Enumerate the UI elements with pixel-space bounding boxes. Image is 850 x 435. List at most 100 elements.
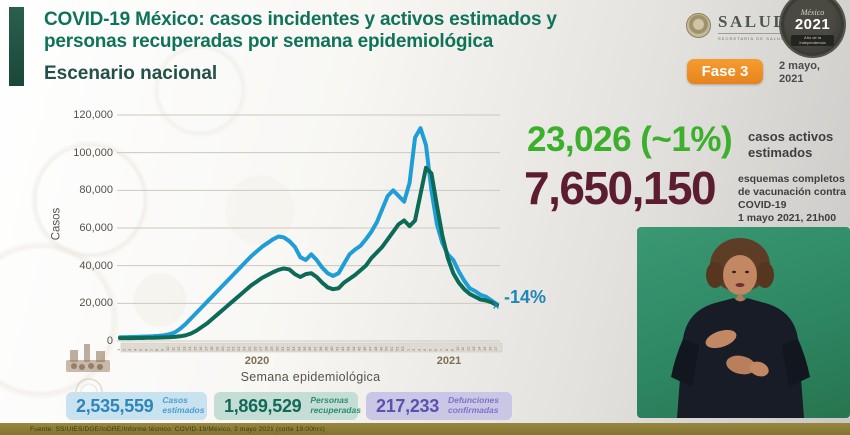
- week-tick-label: 14: [477, 346, 482, 351]
- week-tick-label: 49: [378, 346, 383, 351]
- week-tick-label: 3: [127, 348, 132, 351]
- week-tick-label: 22: [231, 346, 236, 351]
- y-tick-label: 60,000: [79, 222, 113, 234]
- week-tick-label: 26: [253, 346, 258, 351]
- week-tick-label: 14: [187, 346, 192, 351]
- salud-secretaria-caption: SECRETARÍA DE SALUD: [718, 33, 789, 41]
- active-cases-label: casos activos estimados: [748, 129, 834, 160]
- week-tick-label: 15: [482, 346, 487, 351]
- y-tick-label: 0: [106, 335, 113, 347]
- week-tick-label: 6: [143, 348, 148, 351]
- week-tick-label: 38: [318, 346, 323, 351]
- week-tick-label: 35: [302, 346, 307, 351]
- defunciones-value: 217,233: [376, 395, 439, 416]
- week-tick-label: 33: [291, 346, 296, 351]
- week-tick-label: 5: [427, 348, 432, 351]
- y-tick-label: 40,000: [79, 259, 113, 272]
- week-tick-label: 48: [373, 346, 378, 351]
- date-label: 2 mayo, 2021: [779, 60, 820, 85]
- week-tick-label: 7: [438, 348, 443, 351]
- week-tick-label: 42: [340, 346, 345, 351]
- week-tick-label: 6: [433, 348, 438, 351]
- week-tick-label: 9: [160, 348, 165, 351]
- series-line: [118, 165, 499, 341]
- badge-year: 2021: [794, 16, 831, 33]
- y-tick-label: 120,000: [73, 109, 113, 121]
- week-tick-label: 52: [395, 346, 400, 351]
- salud-logo: SALUD SECRETARÍA DE SALUD: [686, 12, 789, 41]
- footer-bar: Fuente: SS/UIES/DGE/InDRE/Informe técnic…: [0, 423, 850, 435]
- week-tick-label: 24: [242, 346, 247, 351]
- active-cases-value: 23,026 (~1%): [527, 120, 733, 159]
- week-tick-label: 16: [488, 346, 493, 351]
- page-title: COVID-19 México: casos incidentes y acti…: [44, 9, 624, 53]
- x-axis-label: Semana epidemiológica: [240, 370, 381, 384]
- week-tick-label: 34: [296, 346, 301, 351]
- week-tick-label: 27: [258, 346, 263, 351]
- salud-wordmark: SALUD: [718, 12, 789, 31]
- defunciones-label: Defunciones confirmadas: [447, 395, 499, 415]
- week-tick-label: 47: [367, 346, 372, 351]
- week-tick-label: 20: [220, 346, 225, 351]
- week-tick-label: 7: [149, 348, 154, 351]
- salud-eagle-emblem-icon: [686, 13, 711, 38]
- week-tick-label: 2: [411, 348, 416, 351]
- x-year-2021: 2021: [436, 355, 462, 367]
- week-tick-label: 37: [313, 346, 318, 351]
- badge-mexico-script: México: [800, 8, 825, 17]
- week-tick-label: 8: [444, 348, 449, 351]
- week-tick-label: 32: [285, 346, 290, 351]
- week-tick-label: 4: [422, 348, 427, 351]
- week-tick-label: 41: [335, 346, 340, 351]
- vaccination-label: esquemas completos de vacunación contra …: [738, 173, 846, 225]
- week-tick-label: 10: [165, 346, 170, 351]
- source-citation: Fuente: SS/UIES/DGE/InDRE/Informe técnic…: [30, 425, 326, 433]
- week-tick-label: 2: [121, 348, 126, 351]
- week-tick-label: 18: [209, 346, 214, 351]
- week-tick-label: 19: [214, 346, 219, 351]
- week-tick-label: 1: [406, 348, 411, 351]
- week-tick-label: 39: [324, 346, 329, 351]
- week-tick-label: 11: [460, 346, 465, 351]
- title-line2: personas recuperadas por semana epidemio…: [44, 30, 494, 52]
- week-tick-label: 13: [182, 346, 187, 351]
- week-tick-label: 11: [171, 346, 176, 351]
- week-tick-label: 25: [247, 346, 252, 351]
- badge-caption: Año de la Independencia: [791, 34, 834, 46]
- fase-3-badge: Fase 3: [687, 59, 763, 84]
- week-tick-label: 50: [384, 346, 389, 351]
- interpreter-figure: [671, 238, 810, 418]
- week-tick-label: 53: [400, 346, 405, 351]
- week-tick-label: 45: [356, 346, 361, 351]
- week-tick-label: 3: [417, 348, 422, 351]
- week-tick-label: 4: [132, 348, 137, 351]
- header-accent-bar: [9, 7, 24, 86]
- personas-recuperadas-label: Personas recuperadas: [310, 395, 361, 415]
- week-tick-label: 16: [198, 346, 203, 351]
- week-tick-label: 28: [264, 346, 269, 351]
- stat-box-personas-recuperadas: 1,869,529 Personas recuperadas: [214, 392, 361, 420]
- week-tick-label: 9: [449, 348, 454, 351]
- stat-box-defunciones: 217,233 Defunciones confirmadas: [366, 392, 512, 420]
- week-tick-band: [120, 342, 503, 353]
- week-tick-label: 51: [389, 346, 394, 351]
- week-tick-label: 13: [471, 346, 476, 351]
- title-line1: COVID-19 México: casos incidentes y acti…: [44, 9, 557, 30]
- week-tick-label: 46: [362, 346, 367, 351]
- week-tick-label: 36: [307, 346, 312, 351]
- week-tick-label: 17: [493, 346, 498, 351]
- sign-language-interpreter-video: [637, 227, 850, 418]
- week-tick-label: 1: [116, 348, 121, 351]
- y-tick-label: 80,000: [79, 184, 113, 197]
- week-tick-label: 12: [176, 346, 181, 351]
- y-tick-label: 100,000: [73, 146, 113, 159]
- week-tick-label: 31: [280, 346, 285, 351]
- week-tick-label: 40: [329, 346, 334, 351]
- casos-estimados-label: Casos estimados: [162, 395, 205, 415]
- week-tick-label: 30: [274, 346, 279, 351]
- week-tick-label: 21: [225, 346, 230, 351]
- week-tick-label: 17: [203, 346, 208, 351]
- week-tick-label: 12: [466, 346, 471, 351]
